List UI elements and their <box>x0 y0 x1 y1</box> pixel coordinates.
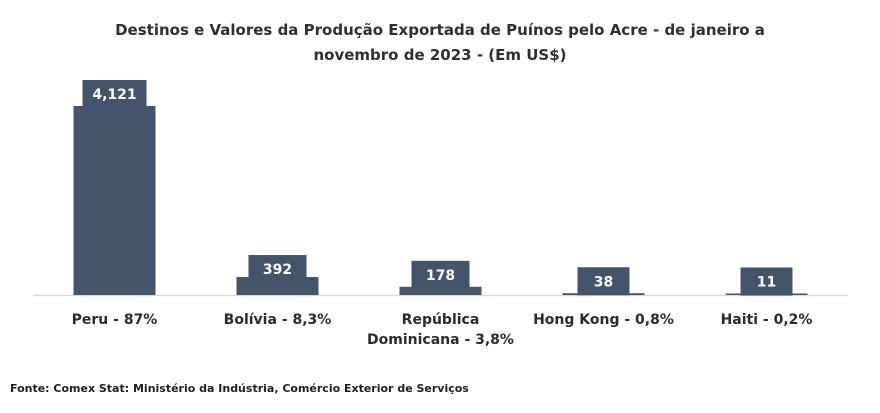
data-label-4: 11 <box>757 275 776 291</box>
category-label-2-line-1: Dominicana - 3,8% <box>367 332 514 348</box>
data-label-box-3 <box>577 267 630 296</box>
bar-2 <box>399 286 482 295</box>
category-label-4: Haiti - 0,2% <box>721 312 813 328</box>
data-label-0: 4,121 <box>92 87 136 103</box>
data-label-box-1 <box>248 255 307 284</box>
category-label-1: Bolívia - 8,3% <box>224 312 332 328</box>
category-label-2-line-0: República <box>402 312 480 328</box>
chart-title: Destinos e Valores da Produção Exportada… <box>40 18 840 68</box>
data-label-2: 178 <box>426 268 455 284</box>
data-label-3: 38 <box>594 274 613 290</box>
bar-0 <box>73 106 156 295</box>
data-label-box-0 <box>82 80 147 108</box>
category-label-3: Hong Kong - 0,8% <box>533 312 674 328</box>
data-label-1: 392 <box>263 262 292 278</box>
data-label-box-4 <box>740 267 793 296</box>
chart-title-line-2: novembro de 2023 - (Em US$) <box>313 46 567 64</box>
data-label-box-2 <box>411 260 470 289</box>
chart-title-line-1: Destinos e Valores da Produção Exportada… <box>115 21 765 39</box>
category-label-0: Peru - 87% <box>72 312 158 328</box>
source-note: Fonte: Comex Stat: Ministério da Indústr… <box>10 382 469 395</box>
